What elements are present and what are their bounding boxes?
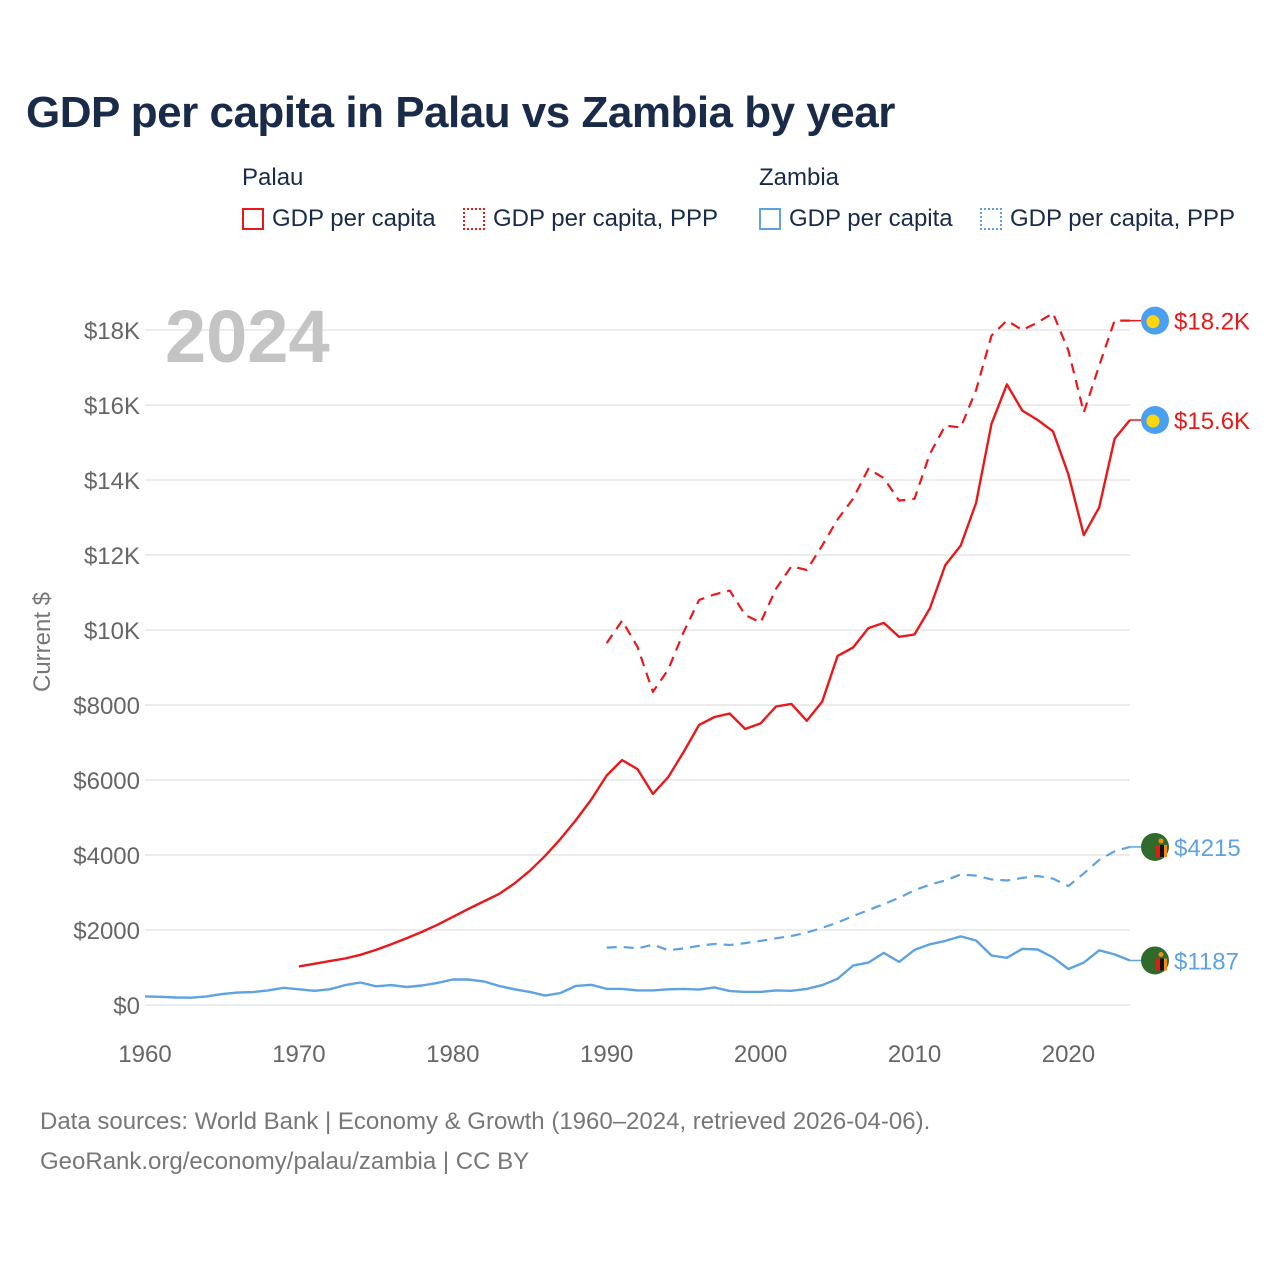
legend-swatch-dotted-blue: [980, 208, 1002, 230]
end-value-label: $15.6K: [1174, 408, 1250, 435]
legend-item-zambia-gdp-ppp[interactable]: GDP per capita, PPP: [980, 205, 1235, 233]
zambia-flag-stripe-orange: [1164, 844, 1167, 857]
x-tick-label: 2020: [1042, 1041, 1095, 1068]
y-tick-label: $6000: [73, 768, 140, 795]
y-tick-label: $0: [113, 993, 140, 1020]
legend-group-zambia: Zambia: [759, 164, 840, 191]
legend-group-palau: Palau: [242, 164, 304, 191]
series-line: [605, 312, 1130, 694]
x-tick-label: 1990: [580, 1041, 633, 1068]
legend-label: GDP per capita, PPP: [493, 205, 718, 232]
series-lines: [144, 312, 1131, 999]
legend-item-palau-gdp[interactable]: GDP per capita: [242, 205, 436, 233]
footer-credit[interactable]: GeoRank.org/economy/palau/zambia | CC BY: [40, 1148, 530, 1175]
x-tick-label: 1980: [426, 1041, 479, 1068]
grid-lines: [145, 329, 1130, 1006]
y-tick-label: $2000: [73, 918, 140, 945]
x-tick-label: 1960: [118, 1041, 171, 1068]
x-tick-label: 2000: [734, 1041, 787, 1068]
zambia-flag-stripe-red: [1156, 958, 1160, 971]
y-tick-labels: $0 $2000 $4000 $6000 $8000 $10K $12K $14K $16K $1…: [73, 318, 140, 1020]
palau-flag-disc: [1146, 315, 1160, 329]
end-value-label: $1187: [1174, 948, 1239, 975]
legend-label: GDP per capita, PPP: [1010, 205, 1235, 232]
y-tick-label: $8000: [73, 693, 140, 720]
zambia-flag-stripe-black: [1160, 958, 1164, 971]
legend-label: GDP per capita: [789, 205, 953, 232]
legend-item-zambia-gdp[interactable]: GDP per capita: [759, 205, 953, 233]
zambia-flag-eagle: [1158, 951, 1164, 957]
y-axis-label: Current $: [29, 592, 56, 692]
zambia-flag-stripe-black: [1160, 844, 1164, 857]
y-tick-label: $12K: [84, 543, 140, 570]
zambia-flag-stripe-red: [1156, 844, 1160, 857]
year-watermark: 2024: [165, 295, 330, 378]
end-value-label: $18.2K: [1174, 309, 1250, 336]
series-end-markers: $15.6K $18.2K $1187 $4215: [1130, 306, 1250, 975]
palau-flag-disc: [1146, 414, 1160, 428]
legend-swatch-solid-red: [242, 208, 264, 230]
legend-item-palau-gdp-ppp[interactable]: GDP per capita, PPP: [463, 205, 718, 233]
y-tick-label: $18K: [84, 318, 140, 345]
zambia-flag-stripe-orange: [1164, 958, 1167, 971]
series-line: [298, 383, 1131, 968]
legend-swatch-solid-blue: [759, 208, 781, 230]
chart-title: GDP per capita in Palau vs Zambia by yea…: [26, 88, 895, 137]
legend-swatch-dotted-red: [463, 208, 485, 230]
y-tick-label: $4000: [73, 843, 140, 870]
footer-sources: Data sources: World Bank | Economy & Gro…: [40, 1108, 931, 1135]
zambia-flag-eagle: [1158, 838, 1164, 844]
x-tick-label: 1970: [272, 1041, 325, 1068]
x-tick-labels: 1960 1970 1980 1990 2000 2010 2020: [118, 1041, 1095, 1068]
series-line: [606, 845, 1131, 952]
y-tick-label: $14K: [84, 468, 140, 495]
y-tick-label: $16K: [84, 393, 140, 420]
series-line: [144, 935, 1131, 999]
x-tick-label: 2010: [888, 1041, 941, 1068]
legend-label: GDP per capita: [272, 205, 436, 232]
end-value-label: $4215: [1174, 835, 1241, 862]
y-tick-label: $10K: [84, 618, 140, 645]
